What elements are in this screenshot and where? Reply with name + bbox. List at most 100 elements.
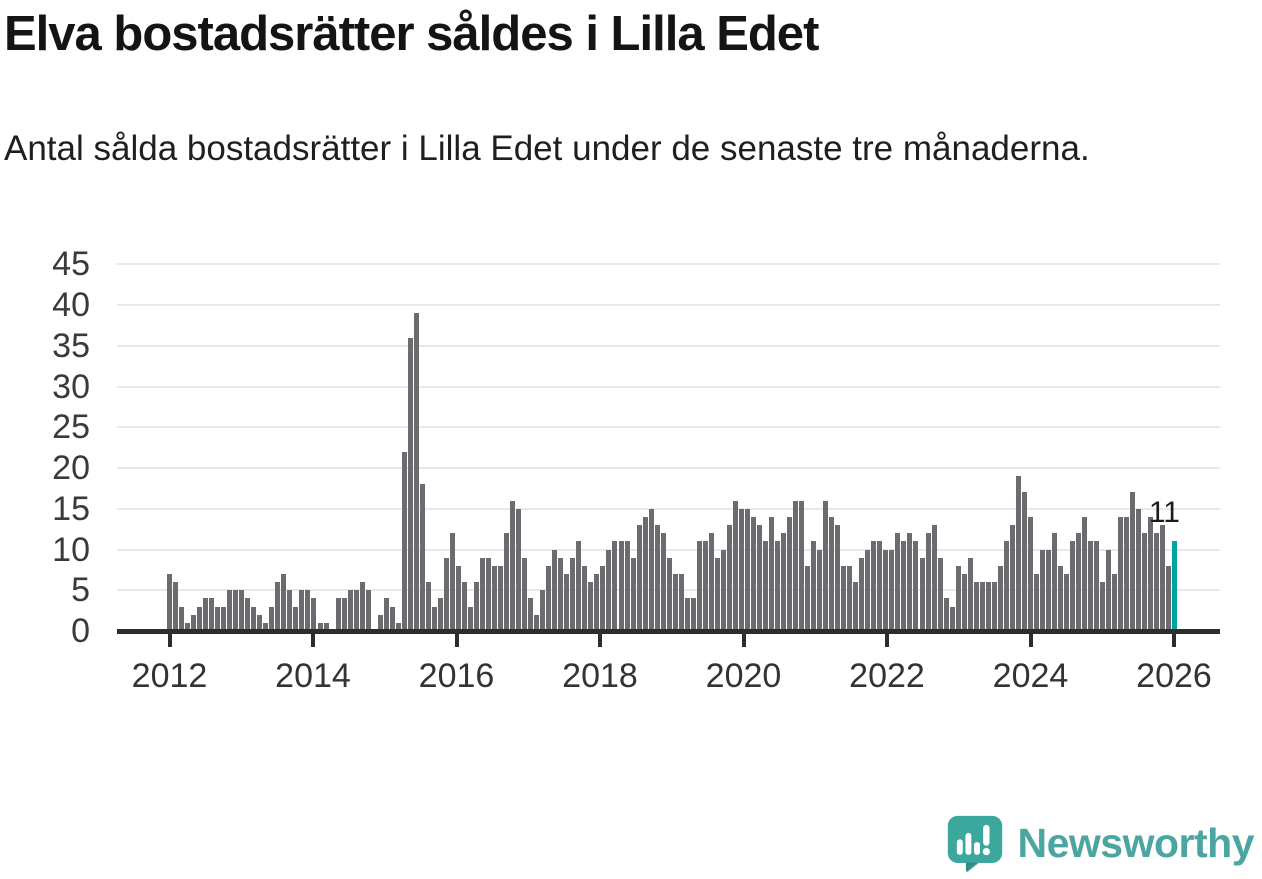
bar xyxy=(251,606,257,631)
x-tick-label: 2012 xyxy=(131,657,208,695)
bar xyxy=(1070,541,1075,631)
bar xyxy=(498,565,504,631)
bar xyxy=(197,606,203,631)
bar xyxy=(1009,525,1015,631)
bar xyxy=(973,582,979,631)
grid-line xyxy=(117,263,1220,266)
bar xyxy=(630,557,636,631)
bar xyxy=(341,598,347,631)
bar xyxy=(191,614,197,631)
bar xyxy=(239,590,245,631)
bar xyxy=(895,533,901,631)
x-tick-mark xyxy=(1028,634,1033,647)
bar xyxy=(1124,516,1130,631)
grid-line xyxy=(117,385,1220,388)
bar xyxy=(744,508,750,631)
bar xyxy=(1021,492,1027,631)
bar xyxy=(257,614,263,631)
y-tick-label: 40 xyxy=(52,286,90,324)
bar xyxy=(931,525,937,631)
y-tick-label: 0 xyxy=(71,612,90,650)
bar xyxy=(997,565,1003,631)
bar xyxy=(480,557,486,631)
bar xyxy=(991,582,997,631)
bar xyxy=(401,451,407,631)
bar xyxy=(323,622,329,631)
bar xyxy=(1051,533,1057,631)
x-axis-line xyxy=(117,629,1220,634)
bar xyxy=(474,582,480,631)
bar xyxy=(775,541,781,631)
bar xyxy=(720,549,726,631)
bar xyxy=(588,582,594,631)
bar xyxy=(353,590,359,631)
bar xyxy=(203,598,209,631)
bar xyxy=(594,573,600,631)
bar xyxy=(1033,573,1039,631)
x-tick-mark xyxy=(885,634,889,647)
bar xyxy=(407,337,413,631)
x-tick-mark xyxy=(741,634,746,647)
bar xyxy=(636,525,642,631)
bar xyxy=(937,557,943,631)
bar xyxy=(347,590,353,631)
bar xyxy=(925,533,931,631)
bar xyxy=(1015,476,1021,631)
bar xyxy=(1094,541,1100,631)
bar xyxy=(823,500,829,631)
grid-line xyxy=(117,467,1220,469)
bar xyxy=(841,565,847,631)
bar xyxy=(383,598,389,631)
bar xyxy=(877,541,883,631)
bar xyxy=(805,565,811,631)
bar xyxy=(461,582,467,631)
bar xyxy=(377,614,383,631)
bar xyxy=(684,598,690,631)
bar xyxy=(907,533,913,631)
bar xyxy=(413,313,419,631)
bar xyxy=(853,582,859,631)
bar xyxy=(437,598,443,631)
bar xyxy=(624,541,630,631)
bar xyxy=(455,565,461,631)
bar xyxy=(732,500,738,631)
bar xyxy=(185,622,191,631)
bar xyxy=(1057,565,1063,631)
bar xyxy=(305,590,311,631)
bar xyxy=(1142,533,1148,631)
y-tick-label: 30 xyxy=(52,367,90,406)
bar xyxy=(949,606,955,631)
bar xyxy=(612,541,618,631)
bar xyxy=(1045,549,1051,631)
bar xyxy=(576,541,582,631)
latest-value-label: 11 xyxy=(1148,496,1180,529)
highlight-bar xyxy=(1172,541,1178,631)
bar xyxy=(919,557,925,631)
bar xyxy=(570,557,576,631)
bar xyxy=(425,582,431,631)
y-tick-label: 10 xyxy=(52,530,90,569)
bar xyxy=(787,516,793,631)
bar xyxy=(1106,549,1112,631)
bar xyxy=(859,557,865,631)
x-tick-label: 2018 xyxy=(562,657,638,695)
bar xyxy=(1082,516,1088,631)
newsworthy-logo-text: Newsworthy xyxy=(1017,819,1255,866)
bar xyxy=(1076,533,1082,631)
bar xyxy=(263,622,269,631)
page-title: Elva bostadsrätter såldes i Lilla Edet xyxy=(4,7,819,61)
newsworthy-logo: Newsworthy xyxy=(946,813,1255,873)
bar xyxy=(582,565,588,631)
bar xyxy=(955,565,961,631)
bar xyxy=(546,565,552,631)
bar xyxy=(486,557,492,631)
bar xyxy=(690,598,696,631)
bar xyxy=(889,549,895,631)
x-tick-mark xyxy=(167,634,172,647)
bar xyxy=(817,549,823,631)
bar xyxy=(642,516,648,631)
bar xyxy=(883,549,889,631)
bar xyxy=(215,606,221,631)
bar xyxy=(762,541,768,631)
